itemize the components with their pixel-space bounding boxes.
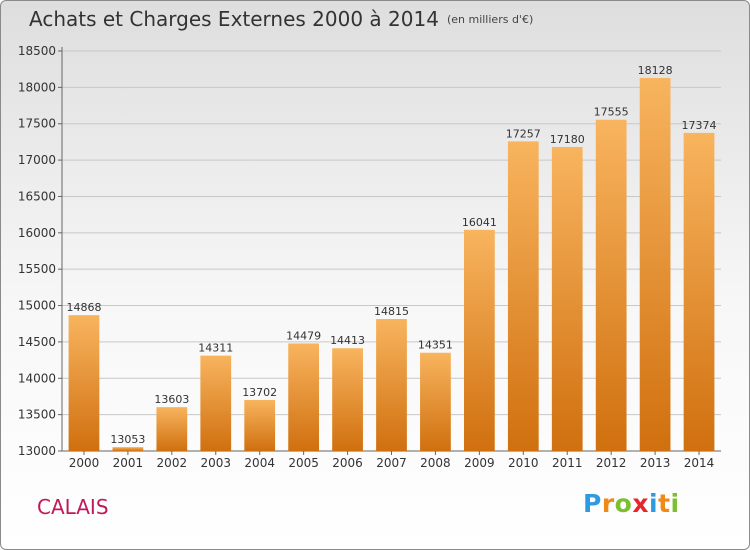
- data-label: 17180: [550, 133, 585, 146]
- logo-letter: i: [670, 489, 680, 518]
- logo-letter: i: [649, 489, 659, 518]
- data-label: 18128: [638, 64, 673, 77]
- x-tick-label: 2000: [69, 456, 100, 470]
- data-label: 17555: [594, 106, 629, 119]
- x-tick-label: 2005: [288, 456, 319, 470]
- x-tick-label: 2007: [376, 456, 407, 470]
- x-tick-label: 2001: [113, 456, 144, 470]
- unit-note: (en milliers d'€): [446, 13, 534, 26]
- bar: [200, 355, 232, 451]
- data-label: 16041: [462, 216, 497, 229]
- data-label: 14815: [374, 305, 409, 318]
- y-tick-label: 18500: [18, 44, 56, 58]
- logo-letter: P: [583, 489, 602, 518]
- x-tick-label: 2010: [508, 456, 539, 470]
- bar: [156, 407, 188, 451]
- x-tick-label: 2008: [420, 456, 451, 470]
- data-label: 13702: [242, 386, 277, 399]
- logo-letter: t: [658, 489, 671, 518]
- title-text: Achats et Charges Externes 2000 à 2014: [29, 7, 439, 31]
- data-label: 14311: [198, 342, 233, 355]
- bar: [683, 132, 715, 451]
- y-tick-label: 18000: [18, 80, 56, 94]
- proxiti-logo: Proxiti: [583, 489, 680, 518]
- bar: [507, 141, 539, 451]
- data-label: 17374: [682, 119, 717, 132]
- x-tick-label: 2014: [684, 456, 715, 470]
- bar: [68, 315, 100, 451]
- x-tick-label: 2004: [244, 456, 275, 470]
- bar: [595, 119, 627, 452]
- x-tick-label: 2011: [552, 456, 583, 470]
- data-label: 14413: [330, 334, 365, 347]
- bar: [551, 147, 583, 451]
- logo-letter: r: [601, 489, 615, 518]
- x-tick-label: 2012: [596, 456, 627, 470]
- chart-title: Achats et Charges Externes 2000 à 2014 (e…: [29, 7, 533, 31]
- bar: [288, 343, 320, 451]
- x-tick-label: 2002: [157, 456, 188, 470]
- x-tick-label: 2003: [200, 456, 231, 470]
- bar: [420, 352, 451, 451]
- x-tick-label: 2013: [640, 456, 671, 470]
- bar: [244, 399, 276, 451]
- bar: [463, 229, 495, 451]
- y-tick-label: 17500: [18, 117, 56, 131]
- y-tick-label: 16000: [18, 226, 56, 240]
- data-label: 14868: [66, 301, 101, 314]
- y-tick-label: 16500: [18, 189, 56, 203]
- data-label: 13053: [110, 433, 145, 446]
- logo-letter: x: [632, 489, 649, 518]
- data-label: 14479: [286, 329, 321, 342]
- data-label: 17257: [506, 127, 541, 140]
- y-tick-label: 13000: [18, 444, 56, 458]
- x-tick-label: 2009: [464, 456, 495, 470]
- y-tick-label: 17000: [18, 153, 56, 167]
- data-label: 13603: [154, 393, 189, 406]
- y-tick-label: 15000: [18, 299, 56, 313]
- y-tick-label: 13500: [18, 408, 56, 422]
- logo-letter: o: [614, 489, 633, 518]
- y-tick-label: 15500: [18, 262, 56, 276]
- y-tick-label: 14000: [18, 371, 56, 385]
- y-tick-label: 14500: [18, 335, 56, 349]
- x-tick-label: 2006: [332, 456, 363, 470]
- bar: [112, 447, 144, 451]
- bar: [332, 348, 363, 451]
- data-label: 14351: [418, 339, 453, 352]
- bar: [639, 78, 671, 452]
- city-label: CALAIS: [37, 495, 109, 519]
- bar: [376, 319, 407, 451]
